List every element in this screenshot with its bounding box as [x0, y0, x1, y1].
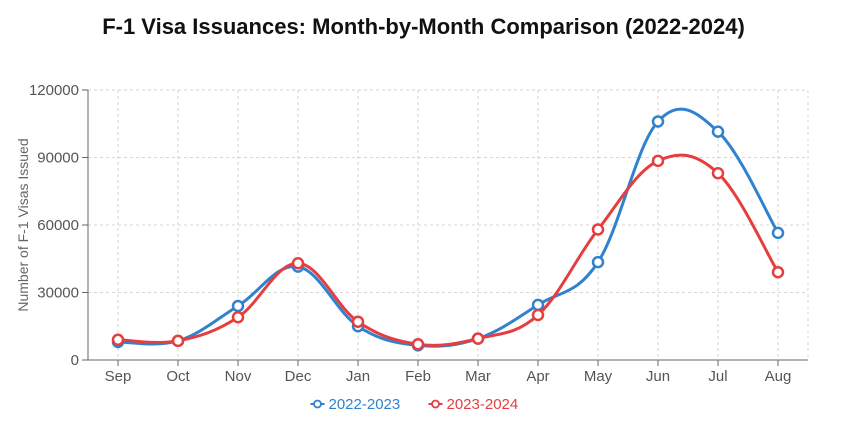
y-tick-label: 0: [71, 352, 79, 369]
data-point: [531, 308, 545, 322]
y-axis-label: Number of F-1 Visas Issued: [15, 138, 31, 311]
data-point: [291, 257, 305, 270]
x-tick-label: Aug: [765, 368, 792, 385]
x-tick-label: Mar: [465, 368, 491, 385]
x-tick-label: Nov: [225, 368, 252, 385]
data-point: [231, 299, 245, 313]
grid-lines: [88, 89, 809, 361]
data-point: [771, 266, 785, 279]
x-tick-labels: Sep Oct Nov Dec Jan Feb Mar Apr May Jun Jul Aug: [105, 368, 792, 385]
x-tick-label: Jan: [346, 368, 370, 385]
x-tick-label: May: [584, 368, 613, 385]
legend-item-1: 2022-2023: [310, 396, 401, 413]
y-tick-label: 120000: [29, 82, 79, 99]
legend-item-2: 2023-2024: [428, 396, 519, 413]
data-point: [471, 332, 485, 345]
legend-label: 2022-2023: [329, 396, 401, 413]
axes: [82, 89, 808, 366]
data-point: [711, 167, 725, 180]
x-tick-label: Dec: [285, 368, 312, 385]
y-tick-labels: 0 30000 60000 90000 120000: [29, 82, 79, 369]
x-tick-label: Sep: [105, 368, 132, 385]
data-point: [531, 298, 545, 312]
series-line: [117, 107, 780, 348]
x-tick-label: Jun: [646, 368, 670, 385]
data-point: [171, 334, 185, 348]
y-tick-label: 60000: [37, 217, 79, 234]
legend-marker: [313, 399, 322, 409]
legend-marker: [431, 399, 440, 409]
y-tick-label: 90000: [37, 150, 79, 167]
data-point: [651, 115, 665, 128]
y-tick-label: 30000: [37, 285, 79, 302]
x-tick-label: Apr: [526, 368, 549, 385]
data-point: [591, 223, 605, 236]
series-line: [117, 153, 780, 347]
data-point: [651, 154, 665, 168]
series-1: [111, 107, 785, 352]
chart-title: F-1 Visa Issuances: Month-by-Month Compa…: [102, 14, 745, 39]
x-tick-label: Oct: [166, 368, 190, 385]
x-tick-label: Feb: [405, 368, 431, 385]
data-point: [411, 338, 425, 351]
data-point: [231, 311, 245, 324]
legend: 2022-2023 2023-2024: [310, 396, 519, 413]
data-point: [771, 226, 785, 240]
legend-label: 2023-2024: [447, 396, 519, 413]
series-group: [111, 107, 785, 352]
data-point: [711, 125, 725, 138]
data-point: [591, 255, 605, 269]
x-tick-label: Jul: [708, 368, 727, 385]
data-point: [111, 333, 125, 346]
data-point: [351, 315, 365, 328]
series-2: [111, 153, 785, 351]
